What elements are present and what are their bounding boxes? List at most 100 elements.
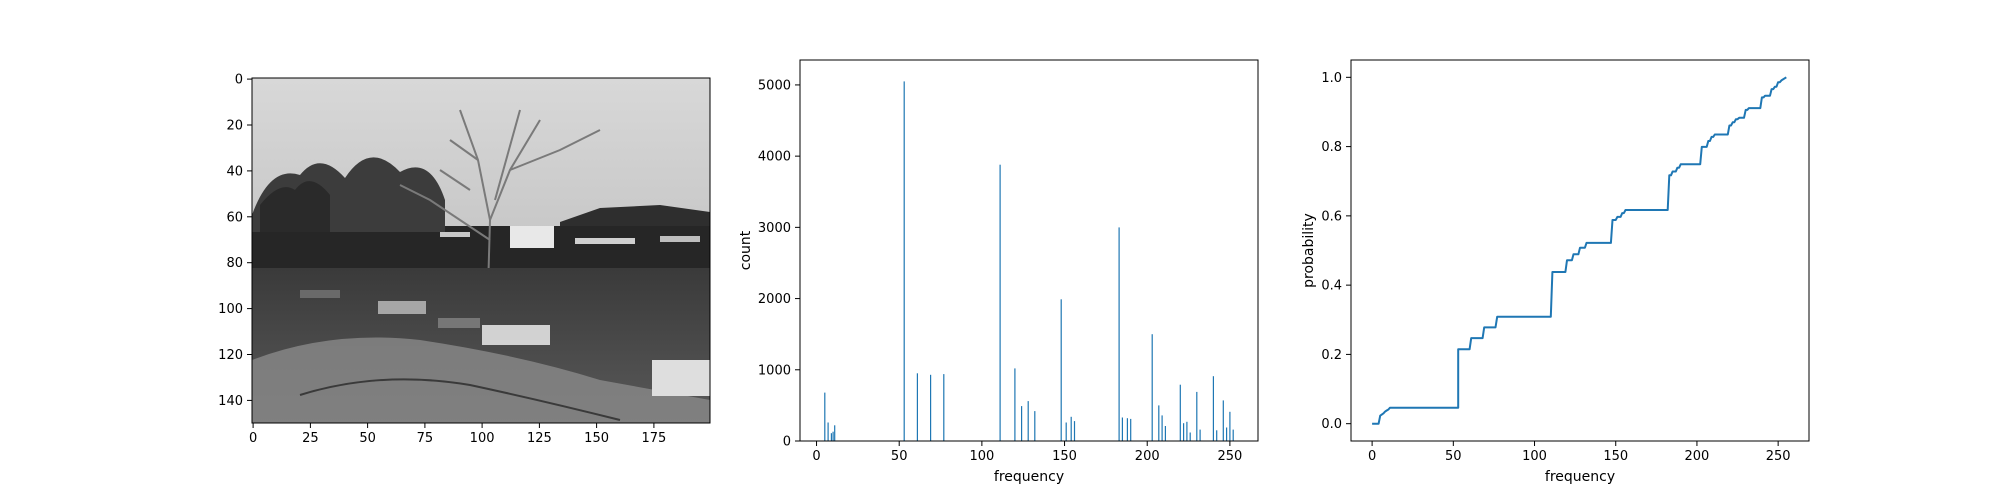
image-x-tick: 50: [359, 423, 376, 446]
histogram-bar: [1118, 227, 1120, 441]
histogram-bar: [1164, 426, 1166, 441]
image-y-tick: 60: [226, 210, 252, 225]
image-y-tick: 120: [218, 348, 252, 363]
histogram-y-tick: 2000: [758, 292, 800, 307]
image-y-tick-label: 40: [226, 164, 243, 179]
cdf-x-tick: 200: [1685, 441, 1709, 464]
histogram-bar: [1222, 400, 1224, 441]
histogram-bar: [1014, 368, 1016, 441]
image-y-tick: 0: [235, 73, 252, 88]
cdf-y-tick-label: 0.4: [1321, 279, 1342, 294]
histogram-y-tick-label: 1000: [758, 363, 791, 378]
image-x-tick-label: 75: [417, 431, 434, 446]
histogram-bar: [830, 433, 832, 441]
cdf-y-tick: 0.4: [1321, 279, 1351, 294]
histogram-bar: [834, 425, 836, 441]
histogram-x-tick: 200: [1135, 441, 1160, 464]
cdf-x-tick-label: 50: [1445, 449, 1462, 464]
histogram-x-tick-label: 100: [969, 449, 994, 464]
cdf-y-tick: 0.6: [1321, 209, 1351, 224]
image-x-tick: 100: [470, 423, 495, 446]
cdf-x-tick-label: 100: [1522, 449, 1547, 464]
cdf-x-axis: 0 50 100 150 200 250: [1368, 441, 1791, 464]
histogram-bar: [1151, 334, 1153, 441]
cdf-line: [1372, 76, 1787, 425]
image-panel: 0 25 50 75 100 125: [218, 73, 711, 446]
histogram-x-tick: 100: [969, 441, 994, 464]
image-x-axis: 0 25 50 75 100 125: [249, 423, 666, 446]
grayscale-photo: [252, 78, 710, 423]
image-x-tick: 0: [249, 423, 257, 446]
cdf-y-axis: 0.0 0.2 0.4 0.6 0.8 1.0: [1321, 71, 1351, 432]
histogram-y-tick-label: 4000: [758, 150, 791, 165]
cdf-x-tick: 250: [1766, 441, 1791, 464]
histogram-bar: [1070, 416, 1072, 441]
image-x-tick-label: 175: [641, 431, 666, 446]
histogram-y-tick: 1000: [758, 363, 800, 378]
cdf-frame: [1350, 59, 1810, 442]
histogram-bar: [1065, 422, 1067, 441]
image-x-tick: 125: [527, 423, 552, 446]
histogram-frame: [799, 59, 1259, 442]
histogram-bar: [999, 164, 1001, 441]
histogram-x-tick: 50: [891, 441, 908, 464]
image-y-tick-label: 20: [226, 119, 243, 134]
cdf-x-label: frequency: [1545, 469, 1615, 485]
cdf-y-tick-label: 0.6: [1321, 209, 1342, 224]
cdf-y-tick-label: 0.2: [1321, 348, 1342, 363]
cdf-x-tick-label: 150: [1603, 449, 1628, 464]
histogram-y-label: count: [738, 230, 754, 270]
cdf-x-tick: 0: [1368, 441, 1376, 464]
cdf-y-tick: 1.0: [1321, 71, 1351, 86]
histogram-y-tick: 0: [783, 435, 800, 450]
cdf-panel: 0 50 100 150 200 250 0.0 0.2 0.4 0.6 0.8 1.0 frequ…: [1301, 59, 1810, 485]
histogram-bar: [1232, 429, 1234, 441]
image-y-tick: 140: [218, 394, 252, 409]
histogram-x-tick-label: 50: [891, 449, 908, 464]
image-y-tick: 80: [226, 256, 252, 271]
histogram-bar: [1189, 432, 1191, 441]
histogram-x-tick: 150: [1052, 441, 1077, 464]
cdf-y-label: probability: [1301, 213, 1317, 288]
histogram-bar: [943, 374, 945, 441]
histogram-bar: [824, 392, 826, 441]
histogram-bar: [1229, 411, 1231, 441]
histogram-bar: [930, 374, 932, 441]
cdf-x-tick-label: 250: [1766, 449, 1791, 464]
histogram-bar: [1226, 427, 1228, 441]
histogram-bar: [1196, 391, 1198, 441]
histogram-bar: [1121, 417, 1123, 441]
histogram-bar: [1073, 421, 1076, 441]
histogram-bar: [1130, 418, 1132, 441]
histogram-y-tick: 4000: [758, 150, 800, 165]
histogram-bar: [1027, 401, 1029, 441]
histogram-bar: [832, 431, 834, 441]
histogram-bar: [1216, 430, 1218, 441]
histogram-bar: [1186, 421, 1188, 441]
histogram-y-tick: 3000: [758, 221, 800, 236]
histogram-bar: [1158, 405, 1160, 441]
histogram-x-tick: 0: [812, 441, 821, 464]
histogram-bars: [824, 81, 1234, 442]
cdf-x-tick: 100: [1522, 441, 1547, 464]
histogram-bar: [1179, 384, 1181, 441]
image-y-tick: 20: [226, 119, 252, 134]
histogram-bar: [1212, 376, 1214, 441]
cdf-x-tick: 50: [1445, 441, 1462, 464]
histogram-bar: [1126, 418, 1128, 441]
image-x-tick: 150: [584, 423, 609, 446]
histogram-y-tick-label: 5000: [758, 78, 791, 93]
histogram-y-tick-label: 3000: [758, 221, 791, 236]
histogram-x-tick-label: 150: [1052, 449, 1077, 464]
image-y-tick-label: 100: [218, 302, 243, 317]
histogram-y-tick-label: 2000: [758, 292, 791, 307]
histogram-y-tick: 5000: [758, 78, 800, 93]
histogram-bar: [903, 81, 905, 442]
histogram-x-tick: 250: [1217, 441, 1242, 464]
cdf-y-tick-label: 1.0: [1321, 71, 1342, 86]
cdf-y-tick-label: 0.0: [1321, 417, 1342, 432]
histogram-y-axis: 0 1000 2000 3000 4000 5000: [758, 78, 800, 450]
image-y-tick-label: 80: [226, 256, 243, 271]
image-y-tick-label: 0: [235, 73, 243, 88]
